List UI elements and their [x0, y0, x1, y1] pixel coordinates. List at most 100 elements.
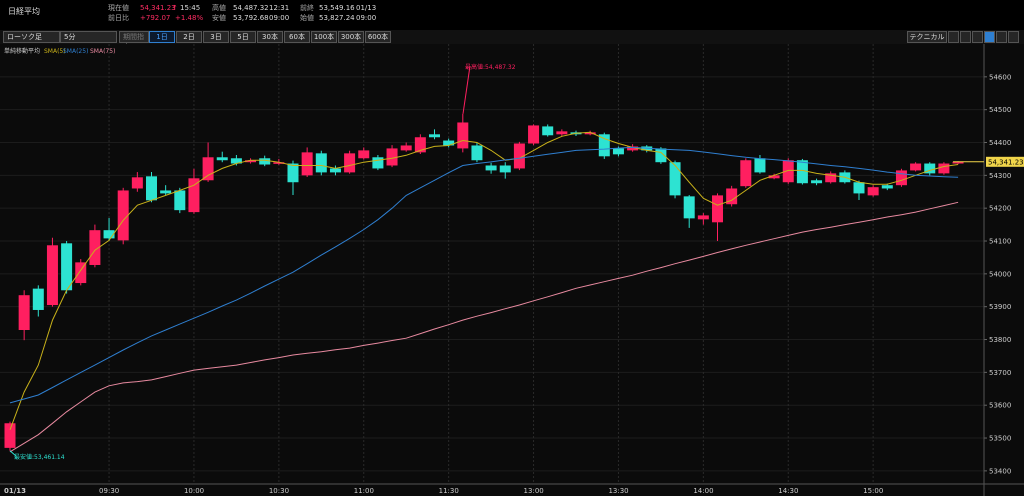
- range-button[interactable]: 300本: [338, 31, 364, 43]
- x-tick-label: 13:30: [608, 487, 628, 495]
- chart-type-dropdown[interactable]: ローソク足: [3, 31, 60, 43]
- legend-entry: SMA(25): [63, 48, 88, 55]
- y-tick-label: 54500: [989, 106, 1011, 114]
- candle-body: [386, 148, 398, 166]
- quote-extra: +1.48%: [175, 14, 204, 22]
- candle-body: [768, 175, 780, 179]
- range-button[interactable]: 1日: [149, 31, 175, 43]
- icon-button[interactable]: [960, 31, 971, 43]
- candle-body: [598, 134, 610, 157]
- x-tick-label: 01/13: [4, 487, 26, 495]
- up-arrow: ↑: [172, 4, 178, 12]
- quote-time: 09:00: [269, 14, 290, 22]
- candle-body: [202, 157, 214, 181]
- quote-value: 53,549.16: [319, 4, 355, 12]
- annotation-high: 最高値:54,487.32: [465, 63, 516, 71]
- candle-body: [612, 148, 624, 155]
- y-tick-label: 54400: [989, 139, 1011, 147]
- y-tick-label: 54200: [989, 205, 1011, 213]
- quote-label: 前終: [300, 4, 314, 12]
- y-tick-label: 54000: [989, 270, 1011, 278]
- candle-body: [910, 163, 922, 171]
- candle-body: [443, 140, 455, 146]
- range-button[interactable]: 3日: [203, 31, 229, 43]
- technical-button[interactable]: テクニカル: [907, 31, 947, 43]
- quote-value: 54,341.23: [140, 4, 176, 12]
- quote-time: 12:31: [269, 4, 290, 12]
- range-button[interactable]: 2日: [176, 31, 202, 43]
- x-tick-label: 15:00: [863, 487, 883, 495]
- x-tick-label: 13:00: [524, 487, 544, 495]
- candle-body: [754, 158, 766, 173]
- candle-body: [499, 165, 511, 173]
- quote-value: 54,487.32: [233, 4, 269, 12]
- toolbar: ローソク足 5分 期間指定 1日2日3日5日30本60本100本300本600本…: [0, 30, 1024, 51]
- candle-body: [881, 185, 893, 189]
- range-button[interactable]: 60本: [284, 31, 310, 43]
- candle-body: [89, 230, 101, 265]
- quote-time: 01/13: [356, 4, 377, 12]
- range-button[interactable]: 600本: [365, 31, 391, 43]
- range-button[interactable]: 100本: [311, 31, 337, 43]
- period-dropdown[interactable]: 期間指定: [119, 31, 149, 51]
- y-tick-label: 53800: [989, 336, 1011, 344]
- icon-button[interactable]: [972, 31, 983, 43]
- candle-body: [513, 143, 525, 169]
- candle-body: [4, 423, 16, 448]
- candle-body: [655, 148, 667, 163]
- candle-body: [485, 165, 497, 171]
- candle-body: [556, 131, 568, 135]
- y-tick-label: 53700: [989, 369, 1011, 377]
- annotation-low: 最安値:53,461.14: [14, 453, 65, 461]
- annotation-leader: [462, 65, 471, 114]
- x-tick-label: 10:30: [269, 487, 289, 495]
- candle-body: [853, 182, 865, 194]
- candle-body: [782, 160, 794, 183]
- candle-body: [329, 168, 341, 173]
- candle-body: [895, 170, 907, 186]
- candle-body: [358, 150, 370, 159]
- y-tick-label: 53900: [989, 303, 1011, 311]
- candle-body: [740, 160, 752, 187]
- price-badge-label: 54,341.23: [988, 158, 1024, 166]
- candle-body: [301, 152, 313, 176]
- candle-body: [400, 145, 412, 151]
- candle-body: [938, 163, 950, 174]
- icon-button[interactable]: [1008, 31, 1019, 43]
- quote-value: +792.07: [140, 14, 171, 22]
- interval-dropdown[interactable]: 5分: [60, 31, 117, 43]
- y-tick-label: 54300: [989, 172, 1011, 180]
- x-tick-label: 14:30: [778, 487, 798, 495]
- y-tick-label: 54600: [989, 73, 1011, 81]
- y-tick-label: 54100: [989, 238, 1011, 246]
- candle-body: [75, 262, 87, 284]
- legend-entry: SMA(75): [90, 48, 115, 55]
- candle-body: [542, 126, 554, 136]
- range-button[interactable]: 30本: [257, 31, 283, 43]
- candle-body: [315, 153, 327, 173]
- quote-label: 現在値: [108, 4, 129, 12]
- candle-body: [627, 146, 639, 151]
- icon-button[interactable]: [948, 31, 959, 43]
- quote-label: 始値: [300, 14, 314, 22]
- icon-button[interactable]: [996, 31, 1007, 43]
- candle-body: [117, 190, 129, 241]
- range-button[interactable]: 5日: [230, 31, 256, 43]
- quote-value: 53,827.24: [319, 14, 355, 22]
- candle-body: [344, 153, 356, 173]
- x-tick-label: 09:30: [99, 487, 119, 495]
- chart: 53400 53500 53600 53700 53800 53900 54000 54100…: [0, 44, 1024, 496]
- price-badge: [986, 156, 1024, 167]
- candle-body: [414, 137, 426, 153]
- candle-body: [230, 158, 242, 164]
- annotation-leader: [9, 450, 17, 457]
- candle-body: [287, 163, 299, 183]
- candle-body: [726, 188, 738, 205]
- candle-body: [825, 173, 837, 183]
- candle-body: [429, 134, 440, 138]
- candle-body: [697, 215, 709, 220]
- candle-body: [103, 230, 115, 239]
- icon-button[interactable]: [984, 31, 995, 43]
- candle-body: [32, 288, 44, 310]
